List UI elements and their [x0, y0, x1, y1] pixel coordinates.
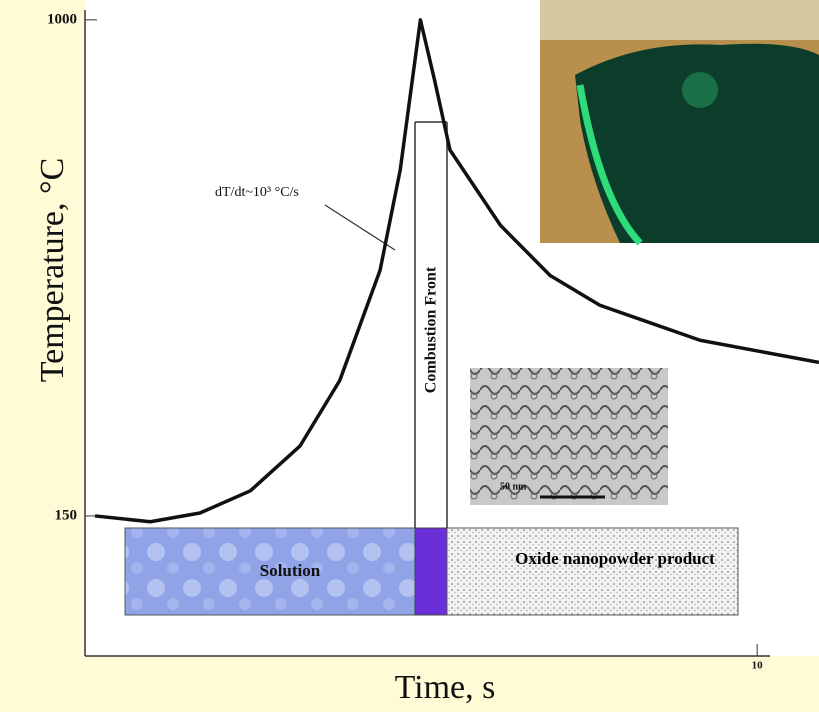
process-bar	[124, 527, 739, 616]
photo-glow	[576, 84, 643, 246]
rate-label: dT/dt~10³ °C/s	[215, 185, 299, 200]
x-axis-label: Time, s	[395, 669, 496, 706]
temperature-curve	[94, 18, 819, 524]
solution-label: Solution	[260, 561, 321, 580]
tem-image	[470, 368, 668, 505]
front-label: Combustion Front	[423, 266, 440, 393]
y-tick-label: 1000	[47, 11, 77, 27]
rate-leader	[324, 204, 396, 251]
scale-label: 50 nm	[500, 481, 527, 492]
tem-inset: 50 nm	[470, 368, 668, 505]
photo-blob	[682, 72, 718, 108]
photo-mass	[575, 43, 819, 243]
front-region	[414, 527, 448, 616]
photo	[540, 0, 819, 246]
product-wrap: Oxide nanopowder product	[515, 549, 715, 568]
product-label: Oxide nanopowder product	[515, 549, 715, 568]
y-axis-label: Temperature, °C	[34, 158, 71, 383]
x-tick-label: 10	[752, 660, 764, 672]
product-region	[446, 527, 739, 616]
photo-top	[540, 0, 819, 40]
y-tick-label: 150	[55, 507, 78, 523]
solution-region	[124, 527, 416, 616]
